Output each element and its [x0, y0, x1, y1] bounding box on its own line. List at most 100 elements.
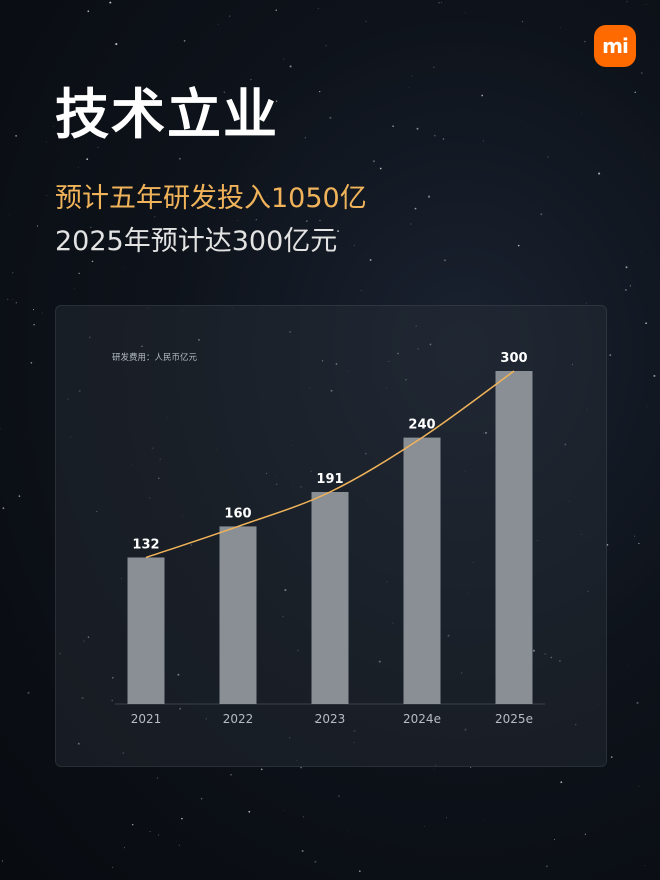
- star: [610, 756, 613, 758]
- star: [178, 157, 181, 160]
- bar-2025e: [495, 371, 533, 704]
- star: [182, 514, 183, 516]
- star: [359, 870, 361, 872]
- trend-line: [145, 370, 515, 559]
- star: [638, 785, 640, 787]
- star: [289, 65, 292, 68]
- star: [598, 172, 601, 175]
- star: [89, 196, 91, 198]
- star: [30, 361, 33, 364]
- star: [62, 185, 65, 188]
- star: [337, 795, 340, 798]
- star: [540, 213, 543, 216]
- star: [288, 737, 291, 739]
- star: [102, 526, 103, 527]
- x-tick-2022: 2022: [223, 712, 254, 726]
- star: [83, 640, 85, 643]
- star: [146, 307, 148, 309]
- star: [642, 156, 644, 157]
- star: [408, 87, 410, 88]
- star: [410, 223, 412, 225]
- star: [388, 361, 390, 362]
- star: [300, 485, 303, 488]
- star: [282, 615, 284, 618]
- star: [634, 535, 636, 537]
- star: [544, 653, 546, 655]
- star: [568, 500, 570, 502]
- bar-2021: [127, 557, 165, 704]
- star: [91, 260, 94, 263]
- star: [275, 483, 278, 486]
- star: [283, 809, 284, 811]
- star: [27, 691, 30, 694]
- star: [275, 9, 277, 11]
- star: [433, 134, 436, 137]
- star: [482, 432, 484, 434]
- star: [178, 844, 180, 846]
- star: [6, 298, 9, 301]
- star: [348, 829, 349, 831]
- star: [158, 834, 160, 836]
- star: [481, 94, 484, 97]
- star: [109, 1, 112, 4]
- star: [464, 471, 466, 473]
- star: [386, 387, 387, 389]
- star: [193, 108, 194, 110]
- star: [87, 10, 90, 13]
- star: [447, 634, 450, 637]
- rd-expense-bar-chart: 研发费用：人民币亿元 132 160 191 240 300 2021 2022 2023 2…: [112, 351, 545, 726]
- star: [636, 701, 639, 704]
- star: [599, 662, 601, 664]
- star: [314, 860, 317, 863]
- star: [289, 331, 291, 333]
- star: [111, 676, 114, 679]
- chart-unit-label: 研发费用：人民币亿元: [112, 352, 198, 363]
- star: [585, 302, 587, 304]
- star: [148, 496, 151, 499]
- star: [629, 285, 631, 287]
- star: [427, 195, 431, 198]
- star: [70, 436, 72, 438]
- star: [230, 773, 232, 776]
- star: [314, 720, 317, 723]
- star: [330, 389, 333, 392]
- star: [625, 266, 628, 269]
- bar-2022: [219, 526, 257, 704]
- star: [442, 138, 445, 140]
- star: [365, 20, 367, 22]
- star: [415, 325, 417, 327]
- star: [248, 810, 251, 813]
- subtitle-investment: 预计五年研发投入1050亿: [55, 183, 367, 214]
- star: [483, 140, 485, 142]
- data-label-2024e: 240: [408, 418, 435, 433]
- star: [335, 362, 338, 365]
- star: [53, 126, 55, 127]
- star: [550, 656, 553, 659]
- star: [149, 830, 151, 833]
- star: [304, 137, 307, 139]
- star: [559, 660, 561, 662]
- star: [641, 251, 643, 252]
- star: [223, 91, 226, 94]
- star: [638, 542, 640, 545]
- subtitle-2025-target: 2025年预计达300亿元: [55, 226, 338, 257]
- star: [429, 343, 432, 346]
- star: [392, 125, 394, 128]
- star: [645, 322, 647, 325]
- star: [653, 374, 656, 377]
- star: [78, 272, 80, 274]
- star: [266, 195, 268, 197]
- x-tick-2024e: 2024e: [403, 712, 441, 726]
- data-label-2023: 191: [316, 472, 343, 487]
- star: [302, 202, 304, 203]
- bar-2023: [311, 491, 349, 704]
- bar-2024e: [403, 437, 441, 704]
- star: [547, 156, 549, 158]
- star: [402, 337, 403, 339]
- star: [50, 775, 52, 776]
- star: [296, 759, 298, 761]
- star: [470, 766, 472, 768]
- star: [122, 752, 124, 754]
- star: [584, 833, 586, 835]
- star: [529, 362, 530, 363]
